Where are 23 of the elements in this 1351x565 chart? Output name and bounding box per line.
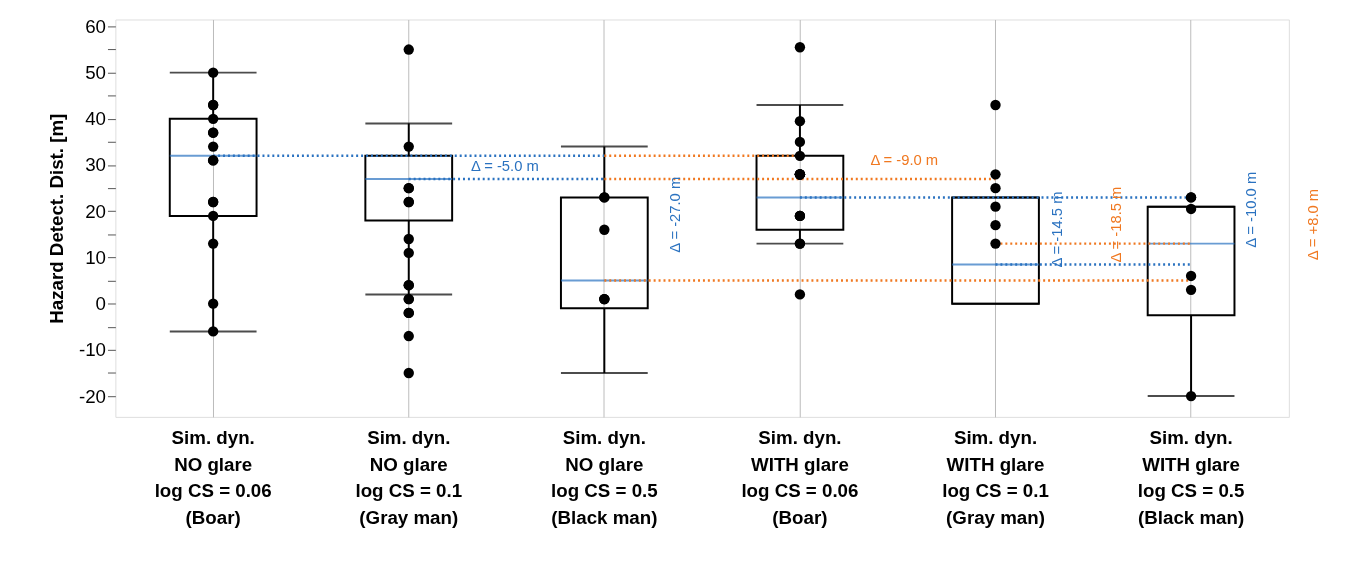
annotation: Δ = -9.0 m	[870, 152, 939, 169]
x-tick-label: Sim. dyn. WITH glare log CS = 0.1 (Gray man)	[942, 427, 1049, 528]
y-tick-label: 60	[85, 15, 107, 37]
y-tick-label: -10	[78, 339, 107, 361]
y-tick-label: 40	[85, 108, 107, 130]
y-tick-label: 20	[85, 200, 107, 222]
y-tick-label: 30	[85, 154, 107, 176]
annotation: Δ = -10.0 m	[1243, 171, 1260, 248]
annotation: Δ = -14.5 m	[1049, 191, 1066, 268]
y-axis-title: Hazard Detect. Dist. [m]	[46, 113, 68, 324]
y-tick-label: 10	[85, 246, 107, 268]
y-tick-label: -20	[78, 385, 107, 407]
x-tick-label: Sim. dyn. WITH glare log CS = 0.5 (Black man)	[1137, 427, 1245, 528]
y-tick-label: 50	[85, 62, 107, 84]
y-tick-label: 0	[95, 293, 107, 315]
x-tick-label: Sim. dyn. WITH glare log CS = 0.06 (Boar)	[741, 427, 859, 528]
annotation: Δ = -27.0 m	[667, 176, 684, 253]
x-tick-label: Sim. dyn. NO glare log CS = 0.06 (Boar)	[154, 427, 272, 528]
annotation: Δ = -5.0 m	[471, 158, 539, 175]
annotation: Δ = -18.5 m	[1108, 186, 1125, 263]
text: Δ = +8.0 m	[1305, 188, 1322, 261]
x-tick-label: Sim. dyn. NO glare log CS = 0.5 (Black man)	[551, 427, 658, 528]
x-tick-label: Sim. dyn. NO glare log CS = 0.1 (Gray man)	[355, 427, 463, 528]
